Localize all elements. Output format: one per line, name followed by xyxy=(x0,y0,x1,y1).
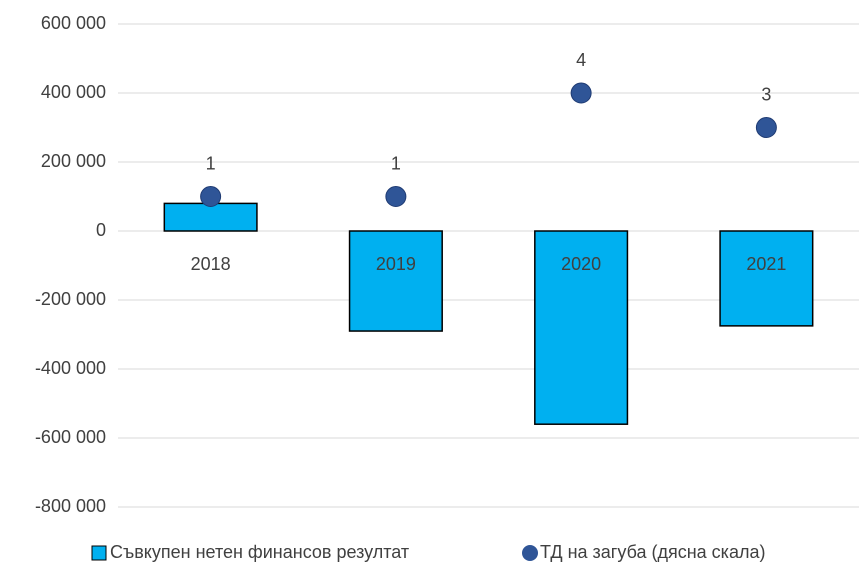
bar xyxy=(163,202,258,232)
legend-label: ТД на загуба (дясна скала) xyxy=(540,542,765,562)
y-tick-label: 600 000 xyxy=(41,13,106,33)
y-tick-label: 400 000 xyxy=(41,82,106,102)
data-label: 3 xyxy=(761,84,771,104)
x-tick-label: 2020 xyxy=(561,254,601,274)
y-tick-label: -600 000 xyxy=(35,427,106,447)
legend-swatch xyxy=(91,545,107,561)
dot xyxy=(385,186,407,207)
bar xyxy=(719,230,814,327)
y-tick-label: -400 000 xyxy=(35,358,106,378)
y-tick-label: -200 000 xyxy=(35,289,106,309)
y-tick-label: 200 000 xyxy=(41,151,106,171)
y-tick-label: 0 xyxy=(96,220,106,240)
x-tick-label: 2018 xyxy=(191,254,231,274)
y-tick-label: -800 000 xyxy=(35,496,106,516)
bar xyxy=(348,230,443,332)
x-tick-label: 2021 xyxy=(746,254,786,274)
dot xyxy=(755,117,777,138)
data-label: 1 xyxy=(391,153,401,173)
x-tick-label: 2019 xyxy=(376,254,416,274)
data-label: 4 xyxy=(576,50,586,70)
bar xyxy=(534,230,629,425)
data-label: 1 xyxy=(206,153,216,173)
dot xyxy=(570,82,592,104)
dot xyxy=(200,186,222,207)
legend-label: Съвкупен нетен финансов резултат xyxy=(110,542,409,562)
legend-swatch xyxy=(522,545,538,561)
